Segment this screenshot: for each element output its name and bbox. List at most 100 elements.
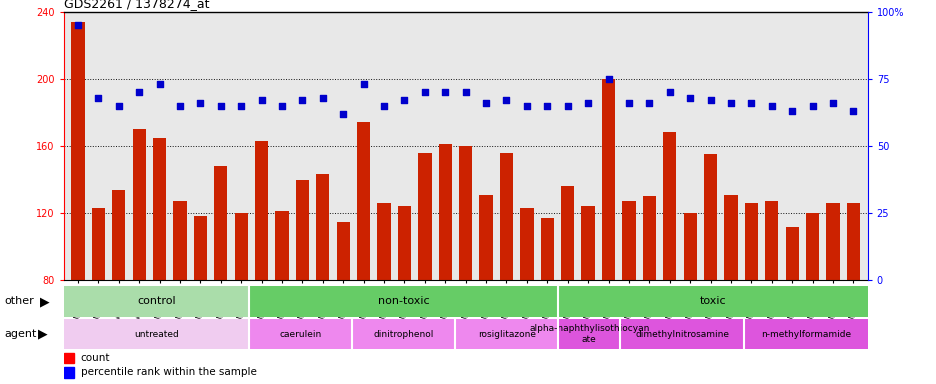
- Text: dinitrophenol: dinitrophenol: [373, 329, 433, 339]
- Point: [682, 94, 697, 101]
- Point: [804, 103, 819, 109]
- Point: [845, 108, 860, 114]
- Bar: [826, 203, 839, 384]
- Point: [519, 103, 534, 109]
- Text: caerulein: caerulein: [279, 329, 322, 339]
- Bar: [561, 186, 574, 384]
- Bar: [581, 207, 594, 384]
- Bar: [682, 213, 696, 384]
- Bar: [744, 203, 757, 384]
- Point: [315, 94, 330, 101]
- Bar: [64, 286, 249, 317]
- Text: percentile rank within the sample: percentile rank within the sample: [80, 367, 256, 377]
- Bar: [377, 203, 390, 384]
- Point: [376, 103, 391, 109]
- Text: dimethylnitrosamine: dimethylnitrosamine: [635, 329, 728, 339]
- Point: [458, 89, 473, 95]
- Bar: [214, 166, 227, 384]
- Text: other: other: [5, 296, 35, 306]
- Text: count: count: [80, 353, 110, 363]
- Bar: [642, 196, 655, 384]
- Bar: [64, 367, 74, 378]
- Bar: [724, 195, 737, 384]
- Text: n-methylformamide: n-methylformamide: [760, 329, 850, 339]
- Bar: [153, 137, 166, 384]
- Point: [254, 97, 269, 103]
- Point: [621, 100, 636, 106]
- Point: [274, 103, 289, 109]
- Bar: [540, 218, 553, 384]
- Point: [152, 81, 167, 87]
- Bar: [601, 79, 615, 384]
- Point: [111, 103, 126, 109]
- Point: [723, 100, 738, 106]
- Bar: [112, 190, 125, 384]
- Bar: [417, 152, 431, 384]
- Bar: [173, 201, 186, 384]
- Bar: [315, 174, 329, 384]
- Bar: [92, 208, 105, 384]
- Point: [213, 103, 228, 109]
- Bar: [805, 213, 818, 384]
- Point: [335, 111, 350, 117]
- Bar: [255, 141, 268, 384]
- Bar: [438, 144, 451, 384]
- Bar: [558, 319, 620, 349]
- Point: [132, 89, 147, 95]
- Point: [702, 97, 717, 103]
- Point: [783, 108, 798, 114]
- Point: [560, 103, 575, 109]
- Point: [499, 97, 514, 103]
- Point: [580, 100, 595, 106]
- Text: agent: agent: [5, 329, 37, 339]
- Bar: [398, 207, 411, 384]
- Bar: [71, 22, 84, 384]
- Text: GDS2261 / 1378274_at: GDS2261 / 1378274_at: [64, 0, 209, 10]
- Point: [233, 103, 248, 109]
- Bar: [132, 129, 146, 384]
- Bar: [765, 201, 778, 384]
- Bar: [558, 286, 867, 317]
- Bar: [620, 319, 743, 349]
- Bar: [275, 212, 288, 384]
- Bar: [519, 208, 533, 384]
- Bar: [64, 353, 74, 363]
- Text: control: control: [137, 296, 176, 306]
- Bar: [249, 286, 558, 317]
- Point: [764, 103, 779, 109]
- Point: [437, 89, 452, 95]
- Text: ▶: ▶: [40, 295, 50, 308]
- Text: alpha-naphthylisothiocyan
ate: alpha-naphthylisothiocyan ate: [529, 324, 649, 344]
- Bar: [663, 132, 676, 384]
- Bar: [703, 154, 716, 384]
- Bar: [459, 146, 472, 384]
- Bar: [846, 203, 859, 384]
- Bar: [249, 319, 352, 349]
- Bar: [336, 222, 349, 384]
- Bar: [194, 217, 207, 384]
- Point: [417, 89, 431, 95]
- Text: ▶: ▶: [38, 328, 48, 341]
- Point: [662, 89, 677, 95]
- Point: [172, 103, 187, 109]
- Bar: [784, 227, 798, 384]
- Bar: [622, 201, 635, 384]
- Point: [641, 100, 656, 106]
- Bar: [64, 319, 249, 349]
- Bar: [234, 213, 248, 384]
- Point: [356, 81, 371, 87]
- Bar: [743, 319, 867, 349]
- Bar: [479, 195, 492, 384]
- Point: [825, 100, 840, 106]
- Point: [539, 103, 554, 109]
- Point: [193, 100, 208, 106]
- Text: non-toxic: non-toxic: [377, 296, 430, 306]
- Point: [600, 76, 615, 82]
- Text: rosiglitazone: rosiglitazone: [477, 329, 535, 339]
- Point: [478, 100, 493, 106]
- Point: [743, 100, 758, 106]
- Bar: [357, 122, 370, 384]
- Text: toxic: toxic: [699, 296, 725, 306]
- Text: untreated: untreated: [134, 329, 179, 339]
- Bar: [296, 180, 309, 384]
